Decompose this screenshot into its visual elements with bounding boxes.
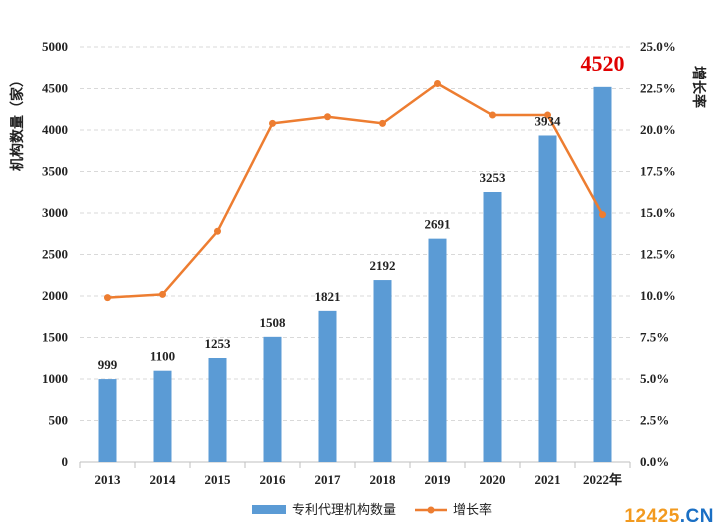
y-tick-label: 1500: [42, 330, 68, 345]
bar: [483, 192, 502, 462]
bar: [153, 370, 172, 462]
legend-line-label: 增长率: [453, 502, 492, 518]
bar: [263, 336, 282, 462]
bar: [373, 280, 392, 462]
bar: [538, 135, 557, 462]
y-tick-label: 4000: [42, 122, 68, 137]
bar: [593, 86, 612, 462]
growth-rate-line: [107, 82, 604, 299]
bar-data-label: 1100: [150, 349, 175, 364]
y-tick-label: 500: [49, 413, 69, 428]
bar-data-label: 3253: [480, 170, 507, 185]
watermark-logo: 12425.CN: [624, 506, 714, 527]
y-tick-label: 5000: [42, 39, 68, 54]
bar-data-label: 2691: [425, 217, 451, 232]
bar-data-label: 1253: [205, 336, 232, 351]
bar-data-label: 3934: [535, 113, 562, 128]
growth-rate-point: [104, 294, 111, 302]
x-tick-label: 2016: [260, 472, 287, 487]
legend-bar-swatch: [252, 505, 286, 514]
bar: [428, 238, 447, 462]
y-tick-label: 2000: [42, 288, 68, 303]
y-right-tick-label: 12.5%: [640, 247, 676, 262]
y-right-tick-label: 0.0%: [640, 454, 669, 469]
bar-data-label: 1508: [260, 315, 287, 330]
y-tick-label: 4500: [42, 81, 68, 96]
growth-rate-point: [599, 211, 606, 219]
bar-data-label: 1821: [315, 289, 341, 304]
y-tick-label: 3000: [42, 205, 68, 220]
growth-rate-point: [324, 113, 331, 121]
y-right-tick-label: 15.0%: [640, 205, 676, 220]
x-tick-label: 2014: [150, 472, 177, 487]
y-axis-title: 机构数量（家）: [9, 73, 26, 171]
growth-rate-point: [214, 227, 221, 235]
y-right-tick-label: 2.5%: [640, 413, 669, 428]
y-tick-label: 0: [62, 454, 69, 469]
growth-rate-point: [544, 111, 551, 119]
bar-data-label: 999: [98, 357, 118, 372]
bar: [208, 358, 227, 462]
y-right-tick-label: 10.0%: [640, 288, 676, 303]
x-tick-label: 2017: [315, 472, 342, 487]
y-right-tick-label: 25.0%: [640, 39, 676, 54]
x-tick-label: 2015: [205, 472, 232, 487]
y-right-tick-label: 17.5%: [640, 164, 676, 179]
highlight-data-label: 4520: [581, 51, 625, 76]
growth-rate-point: [379, 119, 386, 127]
bar: [318, 310, 337, 462]
bar: [98, 379, 117, 462]
x-tick-label: 2019: [425, 472, 452, 487]
growth-rate-point: [434, 80, 441, 88]
bar-data-label: 2192: [370, 258, 396, 273]
y-tick-label: 2500: [42, 247, 68, 262]
legend-bar-label: 专利代理机构数量: [292, 503, 396, 518]
y-right-axis-title: 增长率: [690, 66, 707, 108]
y-right-tick-label: 5.0%: [640, 371, 669, 386]
growth-rate-point: [269, 119, 276, 127]
x-tick-label: 2018: [370, 472, 397, 487]
growth-rate-point: [489, 111, 496, 119]
y-right-tick-label: 20.0%: [640, 122, 676, 137]
x-tick-label: 2020: [480, 472, 506, 487]
x-tick-label: 2022年: [583, 472, 622, 487]
y-right-tick-label: 7.5%: [640, 330, 669, 345]
y-tick-label: 1000: [42, 371, 68, 386]
legend-line-marker: [427, 506, 435, 514]
y-tick-label: 3500: [42, 164, 68, 179]
x-tick-label: 2013: [95, 472, 122, 487]
growth-rate-point: [159, 290, 166, 298]
y-right-tick-label: 22.5%: [640, 81, 676, 96]
x-tick-label: 2021: [535, 472, 561, 487]
